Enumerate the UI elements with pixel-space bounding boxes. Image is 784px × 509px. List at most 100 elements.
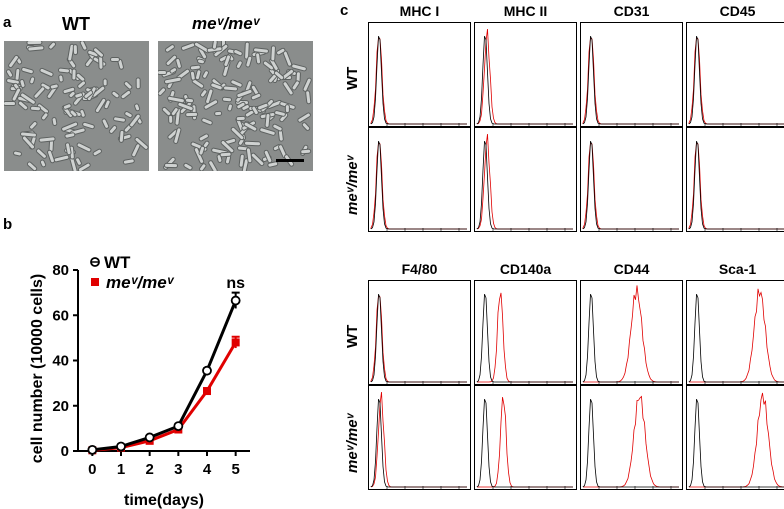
cell-shape: [246, 56, 252, 67]
legend-label-wt: WT: [104, 253, 131, 272]
histogram-svg: [688, 288, 784, 384]
data-point: [231, 338, 240, 347]
cell-shape: [54, 155, 69, 162]
cell-shape: [164, 163, 177, 168]
cell-shape: [270, 46, 275, 62]
control-histogram: [582, 399, 679, 488]
cell-shape: [301, 149, 311, 154]
cell-shape: [18, 100, 29, 110]
stained-histogram: [582, 142, 679, 230]
cell-shape: [208, 160, 218, 171]
histogram-svg: [582, 141, 679, 231]
histogram-plot: [580, 22, 683, 127]
data-point: [230, 295, 241, 306]
histogram-plot: [474, 385, 577, 490]
cell-shape: [175, 58, 181, 69]
histogram-svg: [476, 28, 573, 126]
y-tick-label: 40: [52, 353, 69, 370]
cell-shape: [298, 112, 311, 122]
cell-shape: [75, 157, 82, 166]
stained-histogram: [688, 142, 784, 230]
cell-shape: [48, 42, 56, 50]
cell-shape: [223, 97, 232, 102]
y-tick-label: 0: [61, 443, 69, 460]
cell-shape: [51, 118, 57, 126]
cell-shape: [110, 58, 119, 62]
cell-shape: [29, 77, 35, 85]
cell-shape: [224, 86, 238, 91]
data-point: [144, 432, 155, 443]
control-histogram: [370, 294, 467, 383]
cell-shape: [58, 68, 69, 73]
x-tick-label: 3: [174, 461, 182, 478]
cell-shape: [124, 81, 133, 90]
x-tick-label: 2: [145, 461, 153, 478]
cell-shape: [231, 79, 243, 87]
cell-shape: [124, 111, 132, 118]
cell-shape: [22, 67, 34, 74]
cell-shape: [292, 80, 300, 90]
histogram-svg: [582, 395, 679, 489]
panel-b-letter: b: [3, 216, 13, 233]
cell-shape: [131, 144, 141, 158]
cell-shape: [274, 111, 286, 117]
histogram-svg: [370, 294, 467, 384]
cell-shape: [201, 118, 212, 125]
control-histogram: [476, 399, 573, 488]
cell-shape: [202, 70, 209, 79]
histogram-plot: [580, 385, 683, 490]
control-histogram: [582, 36, 679, 125]
cell-shape: [199, 89, 207, 98]
cell-shape: [27, 46, 44, 52]
histogram-svg: [370, 36, 467, 126]
histogram-plot: [686, 385, 784, 490]
significance-label: ns: [226, 275, 245, 292]
cell-shape: [98, 56, 103, 69]
panel-c-letter: c: [340, 2, 349, 19]
marker-header: CD45: [719, 3, 756, 19]
x-axis-label: time(days): [124, 492, 204, 509]
cell-shape: [6, 69, 13, 78]
stained-histogram: [476, 28, 573, 125]
histogram-plot: [368, 280, 471, 385]
cell-shape: [103, 79, 107, 86]
cell-shape: [197, 59, 205, 64]
cell-shape: [104, 100, 111, 109]
row-label: meᵛ/meᵛ: [344, 155, 361, 215]
cell-shape: [14, 151, 22, 156]
cell-shape: [305, 91, 310, 104]
control-histogram: [476, 294, 573, 383]
cell-shape: [15, 69, 20, 81]
histogram-svg: [688, 36, 784, 126]
y-tick-label: 20: [52, 398, 69, 415]
cell-shape: [118, 60, 124, 70]
cell-shape: [63, 103, 71, 109]
histogram-plot: [686, 22, 784, 127]
histogram-plot: [368, 22, 471, 127]
marker-header: CD140a: [499, 261, 552, 277]
cell-shape: [199, 164, 206, 171]
micrograph-mutant: [158, 41, 313, 171]
x-tick-label: 5: [231, 461, 239, 478]
control-histogram: [370, 36, 467, 125]
cell-shape: [39, 68, 54, 77]
histogram-plot: [368, 127, 471, 232]
histogram-svg: [582, 36, 679, 126]
marker-header: MHC I: [399, 3, 440, 19]
histogram-svg: [370, 141, 467, 231]
stained-histogram: [583, 395, 679, 488]
histogram-plot: [580, 280, 683, 385]
histogram-svg: [476, 292, 573, 384]
micrograph-label-mutant: meᵛ/meᵛ: [192, 14, 260, 33]
cell-shape: [158, 87, 166, 96]
cell-shape: [303, 78, 312, 91]
stained-histogram: [477, 397, 573, 488]
control-histogram: [370, 399, 467, 488]
cell-shape: [101, 118, 109, 128]
cell-shape: [68, 91, 75, 98]
control-histogram: [582, 141, 679, 230]
control-histogram: [476, 141, 573, 230]
cell-shape: [291, 64, 306, 72]
control-histogram: [476, 36, 573, 125]
cell-shape: [192, 78, 204, 88]
